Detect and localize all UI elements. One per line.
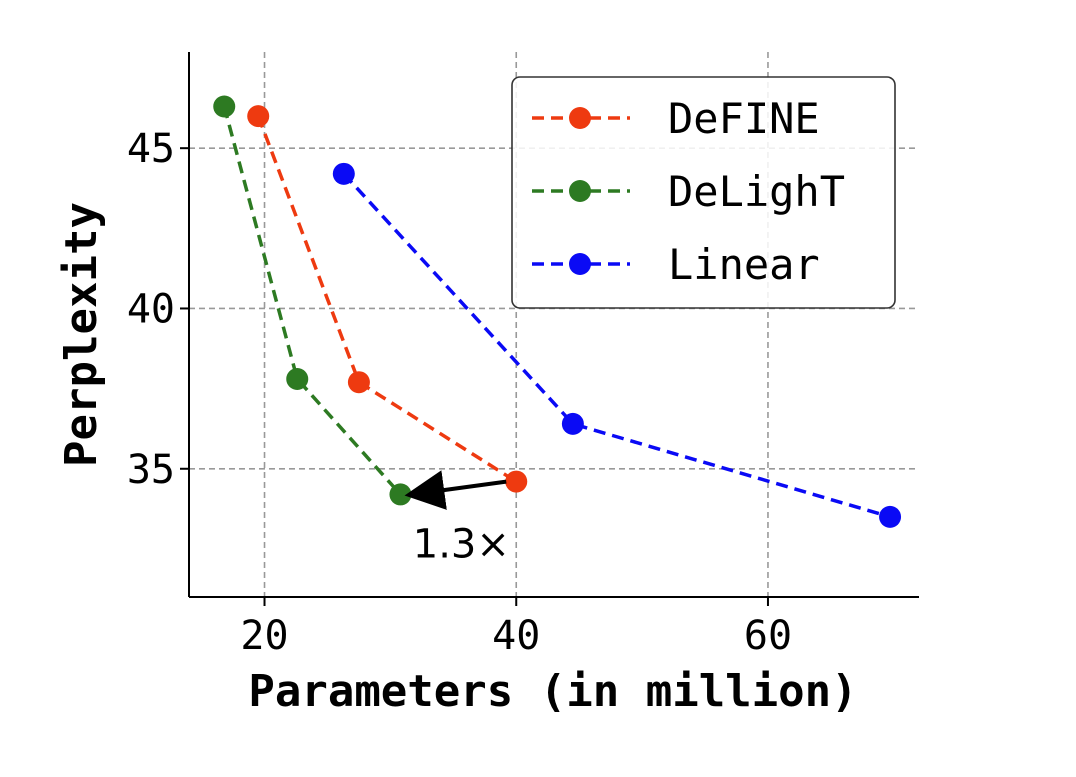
data-point (347, 371, 370, 394)
series-line (256, 115, 518, 484)
legend-label: Linear (668, 240, 820, 289)
legend-box (511, 76, 896, 309)
legend-label: DeLighT (668, 167, 845, 216)
legend-marker (569, 253, 591, 275)
legend-item: DeFINE (532, 94, 820, 143)
y-tick-label: 40 (127, 286, 175, 332)
series-linear (332, 162, 902, 528)
legend: DeFINE DeLighT Linear (511, 76, 896, 309)
y-axis-title: Perplexity (56, 202, 107, 467)
series-line (342, 172, 891, 519)
data-point (561, 412, 584, 435)
x-tick-label: 60 (744, 613, 792, 659)
x-tick-label: 40 (492, 613, 540, 659)
annotation-group: 1.3× (404, 470, 510, 567)
legend-item: Linear (532, 240, 820, 289)
tick-labels: 20 40 60 35 40 45 (127, 126, 792, 659)
annotation-label: 1.3× (413, 521, 510, 567)
series-delight (213, 95, 412, 506)
series-line (222, 106, 402, 496)
data-point (247, 105, 270, 128)
legend-item: DeLighT (532, 167, 845, 216)
y-tick-label: 35 (127, 447, 175, 493)
legend-marker (569, 107, 591, 129)
legend-label: DeFINE (668, 94, 820, 143)
data-point (213, 95, 236, 118)
annotation-arrow (404, 470, 507, 510)
data-point (879, 505, 902, 528)
data-point (332, 162, 355, 185)
legend-marker (569, 180, 591, 202)
y-tick-label: 45 (127, 126, 175, 172)
data-point (505, 470, 528, 493)
axes (188, 52, 919, 598)
x-axis-title: Parameters (in million) (248, 666, 857, 717)
series-define (247, 105, 528, 493)
data-point (286, 368, 309, 390)
x-tick-label: 20 (240, 613, 288, 659)
data-point (389, 483, 412, 506)
